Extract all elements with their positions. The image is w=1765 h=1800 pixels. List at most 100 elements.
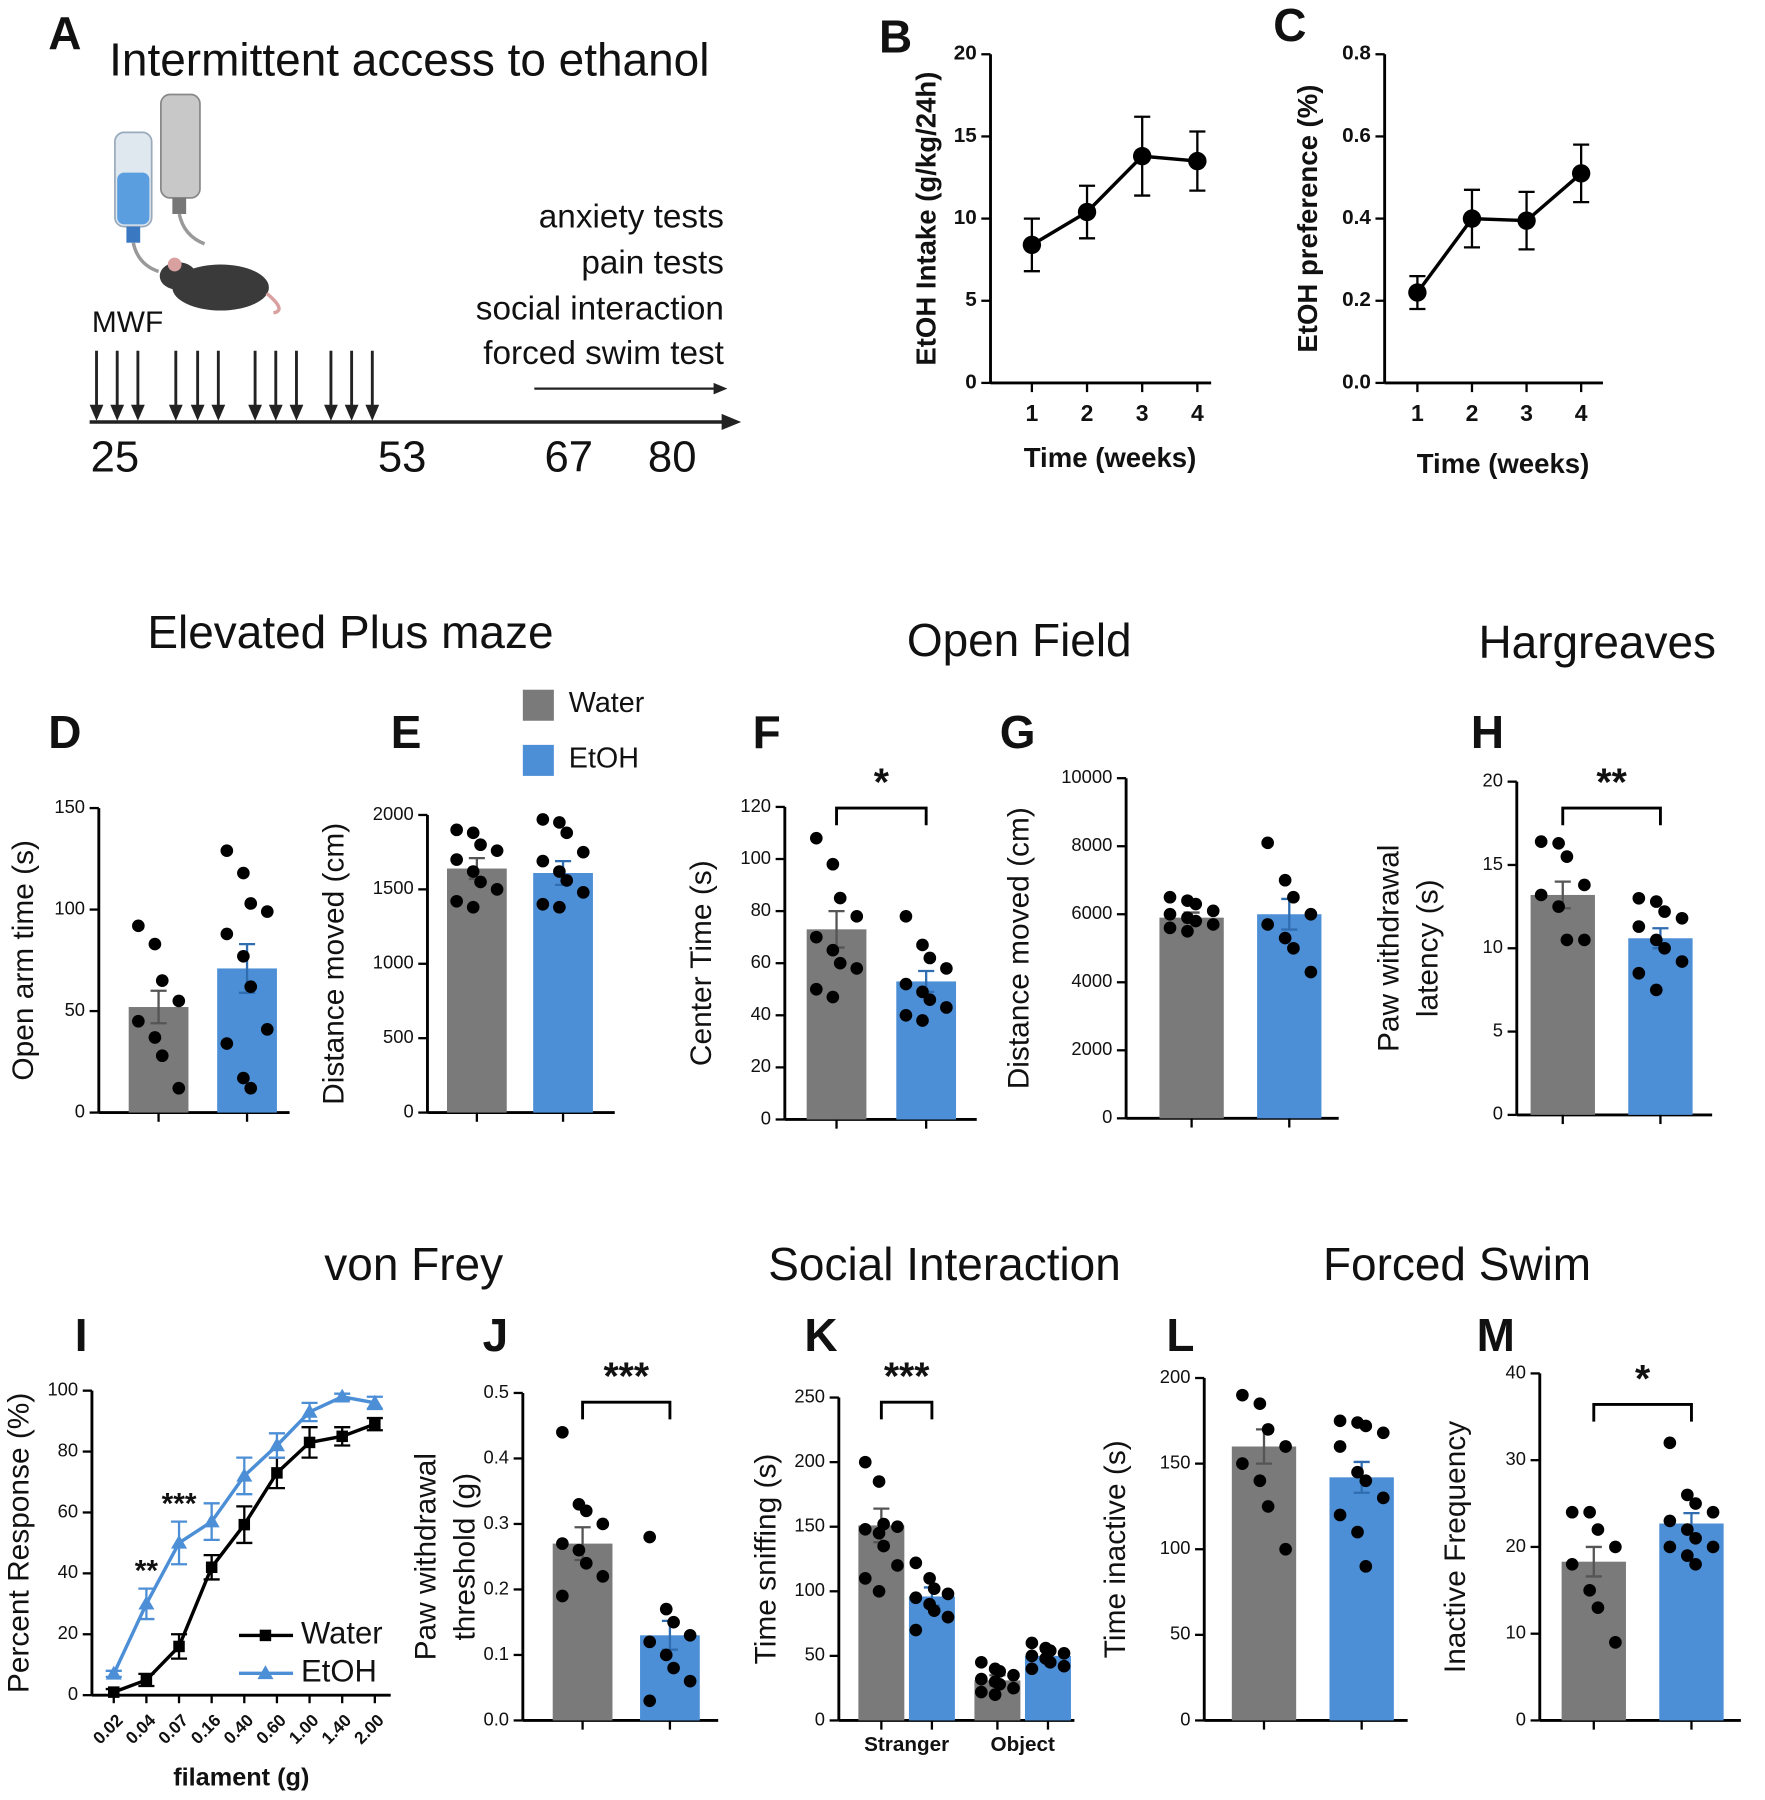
data-point [474, 875, 487, 889]
data-point [536, 897, 550, 911]
data-point [1261, 918, 1274, 931]
data-point [667, 1661, 680, 1675]
data-point [1163, 890, 1177, 904]
y-tick-label: 10 [954, 206, 977, 229]
data-point [1236, 1388, 1249, 1402]
bar [533, 873, 593, 1113]
y-tick-label: 0.1 [483, 1643, 509, 1664]
data-point [244, 897, 258, 910]
x-tick-label: 2 [1466, 400, 1479, 426]
y-tick-label: 5 [1493, 1019, 1503, 1040]
data-point [450, 853, 463, 866]
data-point [683, 1628, 697, 1642]
test-arrowhead [713, 382, 728, 395]
x-tick-label: 3 [1136, 400, 1149, 426]
x-axis-label: filament (g) [173, 1764, 309, 1792]
y-axis-label: threshold (g) [448, 1473, 481, 1641]
marker [334, 1388, 351, 1403]
x-tick-label: 0.16 [187, 1710, 225, 1748]
significance: * [1635, 1358, 1651, 1401]
data-point [909, 1591, 923, 1605]
data-point [1007, 1668, 1020, 1682]
y-axis-label: Center Time (s) [685, 860, 718, 1066]
legend-label: EtOH [301, 1654, 377, 1689]
y-tick-label: 0 [403, 1100, 413, 1121]
data-point [1359, 1474, 1373, 1488]
test-label: forced swim test [483, 335, 724, 372]
data-point [1287, 941, 1300, 955]
y-tick-label: 80 [751, 899, 771, 920]
data-point [1287, 890, 1300, 904]
x-tick-label: 3 [1520, 400, 1533, 426]
significance: ** [135, 1554, 159, 1587]
data-point [1025, 1636, 1039, 1650]
x-tick-label: 1.40 [317, 1710, 355, 1748]
data-point [1675, 911, 1689, 925]
data-point [172, 994, 186, 1008]
dosing-arrowhead [289, 404, 304, 421]
data-point [1681, 1523, 1694, 1536]
marker [1517, 211, 1536, 230]
data-point [1206, 904, 1220, 918]
data-point [1675, 955, 1689, 968]
significance-bracket [1592, 1403, 1693, 1422]
test-label: anxiety tests [539, 198, 724, 235]
data-point [1261, 1500, 1275, 1513]
data-point [872, 1526, 886, 1540]
data-point [553, 900, 566, 914]
y-tick-label: 200 [794, 1450, 825, 1471]
y-axis-label: Time sniffing (s) [749, 1454, 782, 1665]
bar [1159, 917, 1224, 1119]
data-point [572, 1543, 586, 1557]
data-point [1706, 1540, 1720, 1554]
data-point [553, 816, 566, 829]
y-tick-label: 150 [794, 1515, 825, 1536]
timeline-day: 67 [545, 432, 594, 481]
marker [268, 1437, 285, 1452]
data-point [1376, 1491, 1390, 1505]
dosing-arrowhead [211, 404, 226, 421]
panel-letter: K [804, 1309, 837, 1361]
data-point [1609, 1636, 1622, 1649]
bar [1231, 1446, 1297, 1721]
data-point [1057, 1646, 1071, 1660]
y-tick-label: 0.3 [483, 1512, 509, 1533]
timeline-arrowhead [721, 413, 742, 431]
data-point [809, 831, 823, 845]
y-tick-label: 150 [1160, 1451, 1191, 1472]
y-tick-label: 20 [58, 1622, 78, 1643]
data-point [826, 990, 840, 1004]
dosing-arrowhead [168, 404, 183, 421]
data-point [1189, 897, 1203, 911]
marker [303, 1436, 316, 1449]
data-point [872, 1584, 886, 1598]
data-point [975, 1656, 988, 1669]
data-point [155, 1049, 169, 1063]
data-point [643, 1694, 657, 1708]
legend-swatch [522, 689, 554, 721]
marker [170, 1534, 188, 1549]
x-tick-label: Stranger [864, 1733, 949, 1756]
x-tick-label: 1.00 [285, 1710, 323, 1748]
data-point [1578, 878, 1591, 892]
illustration [114, 93, 281, 315]
data-point [809, 930, 823, 944]
data-point [1181, 924, 1194, 938]
data-point [927, 1582, 941, 1596]
y-tick-label: 60 [58, 1500, 78, 1521]
x-tick-label: 4 [1575, 400, 1588, 426]
data-point [237, 949, 250, 963]
y-tick-label: 20 [1506, 1535, 1526, 1556]
data-point [940, 962, 953, 975]
y-tick-label: 0.0 [1342, 370, 1371, 393]
y-tick-label: 2000 [1071, 1038, 1112, 1059]
data-point [683, 1674, 697, 1688]
test-label: social interaction [476, 290, 724, 327]
data-point [1591, 1601, 1605, 1614]
legend-label: Water [569, 687, 645, 719]
y-tick-label: 0.6 [1342, 124, 1371, 147]
y-tick-label: 10000 [1061, 766, 1112, 787]
data-point [916, 938, 929, 952]
dosing-arrowhead [89, 404, 104, 421]
schedule: MWF [92, 306, 163, 339]
